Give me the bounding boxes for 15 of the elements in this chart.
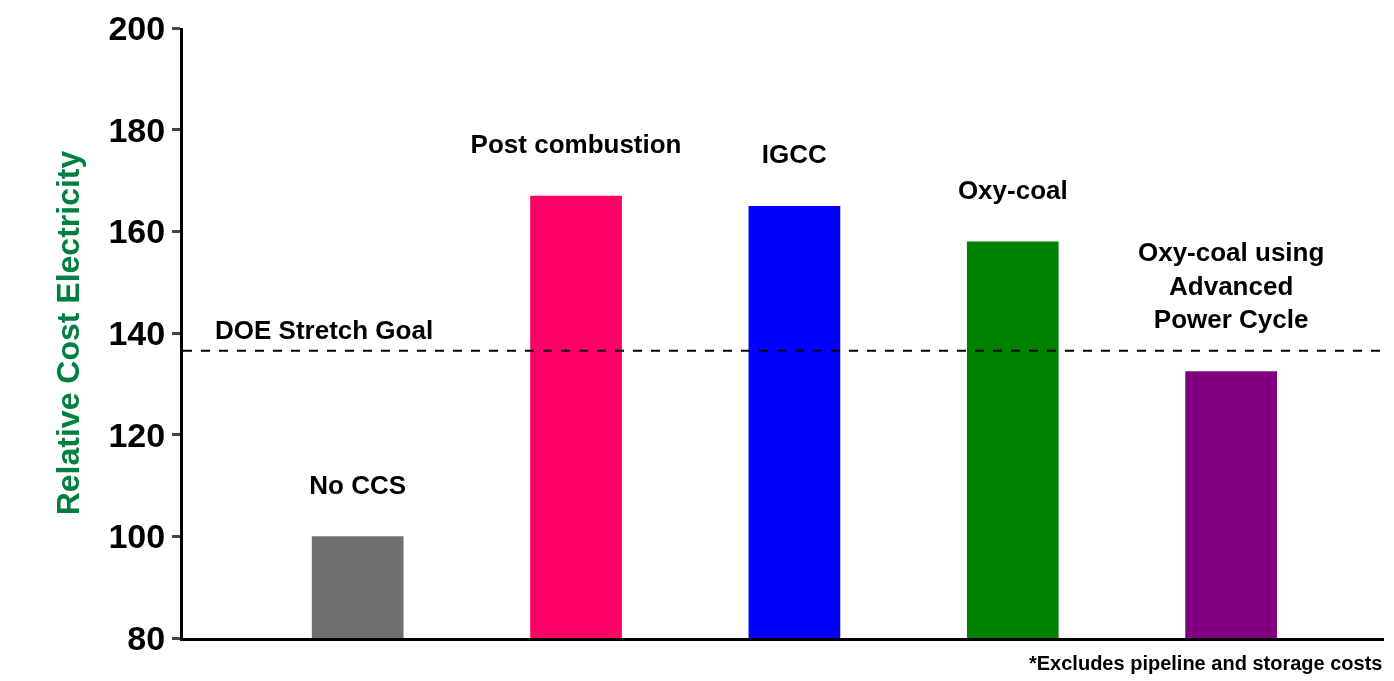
x-tick-label: Oxy-coal using Advanced Power Cycle [1137,236,1325,335]
x-tick-label: Post combustion [470,128,682,159]
y-tick-label: 200 [108,8,166,47]
ref-line-label: DOE Stretch Goal [215,315,434,345]
y-tick-label: 120 [108,415,166,454]
x-tick-label: Oxy-coal [957,174,1068,205]
y-tick-label: 100 [108,517,166,556]
x-tick-label: IGCC [761,139,828,170]
text: *Excludes pipeline and storage costs [1029,652,1383,674]
y-tick-label: 80 [127,618,166,657]
x-tick-label: No CCS [309,469,407,500]
y-axis-title: Relative Cost Electricity [49,150,86,516]
y-tick-label: 140 [108,313,166,352]
y-tick-label: 160 [108,212,166,251]
y-tick-label: 180 [108,110,166,149]
